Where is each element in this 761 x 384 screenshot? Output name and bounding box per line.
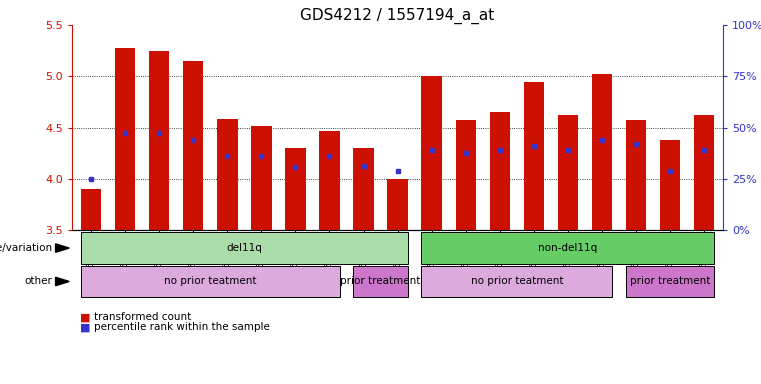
Bar bbox=[387, 179, 408, 230]
Bar bbox=[694, 115, 715, 230]
Text: percentile rank within the sample: percentile rank within the sample bbox=[94, 322, 269, 332]
Bar bbox=[320, 131, 339, 230]
Bar bbox=[422, 76, 442, 230]
Text: other: other bbox=[24, 276, 53, 286]
Text: ■: ■ bbox=[80, 312, 91, 322]
Text: no prior teatment: no prior teatment bbox=[470, 276, 563, 286]
Bar bbox=[251, 126, 272, 230]
Bar bbox=[115, 48, 135, 230]
Bar bbox=[592, 74, 613, 230]
Bar bbox=[285, 148, 306, 230]
Text: prior treatment: prior treatment bbox=[340, 276, 421, 286]
Text: non-del11q: non-del11q bbox=[538, 243, 597, 253]
Title: GDS4212 / 1557194_a_at: GDS4212 / 1557194_a_at bbox=[301, 7, 495, 23]
Text: genotype/variation: genotype/variation bbox=[0, 243, 53, 253]
Bar bbox=[353, 148, 374, 230]
Bar bbox=[81, 189, 101, 230]
Text: del11q: del11q bbox=[226, 243, 263, 253]
Text: no prior teatment: no prior teatment bbox=[164, 276, 256, 286]
Bar bbox=[456, 121, 476, 230]
Bar bbox=[217, 119, 237, 230]
Bar bbox=[660, 140, 680, 230]
Text: transformed count: transformed count bbox=[94, 312, 191, 322]
Bar bbox=[149, 51, 170, 230]
Bar bbox=[558, 115, 578, 230]
Text: ■: ■ bbox=[80, 322, 91, 332]
Bar bbox=[489, 112, 510, 230]
Bar bbox=[626, 121, 646, 230]
Text: prior treatment: prior treatment bbox=[630, 276, 710, 286]
Bar bbox=[524, 83, 544, 230]
Bar bbox=[183, 61, 203, 230]
